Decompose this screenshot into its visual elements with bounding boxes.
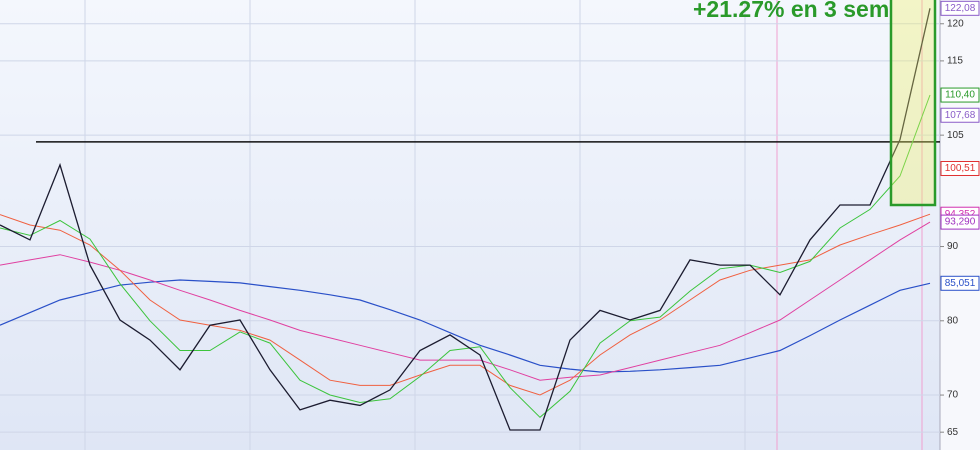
series-line — [0, 94, 931, 418]
price-label: 93,290 — [945, 217, 976, 228]
price-label: 94,352 — [945, 209, 976, 220]
price-label: 122,08 — [945, 3, 976, 14]
event-lines — [776, 0, 923, 450]
price-label-box — [940, 87, 980, 103]
y-axis: 65 70 80 90 105 115 120 122,08 110,40 107,68 100,5… — [940, 0, 980, 438]
price-label: 100,51 — [945, 163, 976, 174]
series — [0, 8, 940, 431]
plot-background — [0, 0, 940, 450]
price-label-box — [940, 214, 980, 230]
series-line — [0, 221, 931, 381]
price-label-box — [940, 107, 980, 123]
y-tick-label: 70 — [947, 390, 959, 401]
price-label: 107,68 — [945, 110, 976, 121]
y-tick-label: 80 — [947, 315, 959, 326]
highlight-box — [889, 0, 937, 207]
series-line — [0, 213, 931, 396]
price-label-box — [940, 275, 980, 291]
y-tick-label: 105 — [947, 130, 964, 141]
grid — [0, 23, 940, 433]
y-tick-label: 65 — [947, 427, 959, 438]
y-tick-label: 120 — [947, 18, 964, 29]
y-tick-label: 90 — [947, 241, 959, 252]
y-tick-label: 115 — [947, 56, 963, 67]
price-label: 85,051 — [945, 278, 976, 289]
annotation: +21.27% en 3 sem — [693, 0, 889, 22]
price-label: 110,40 — [945, 90, 975, 101]
price-label-box — [940, 0, 980, 16]
series-line — [0, 8, 931, 431]
price-label-box — [940, 160, 980, 176]
vertical-grid — [84, 0, 746, 450]
